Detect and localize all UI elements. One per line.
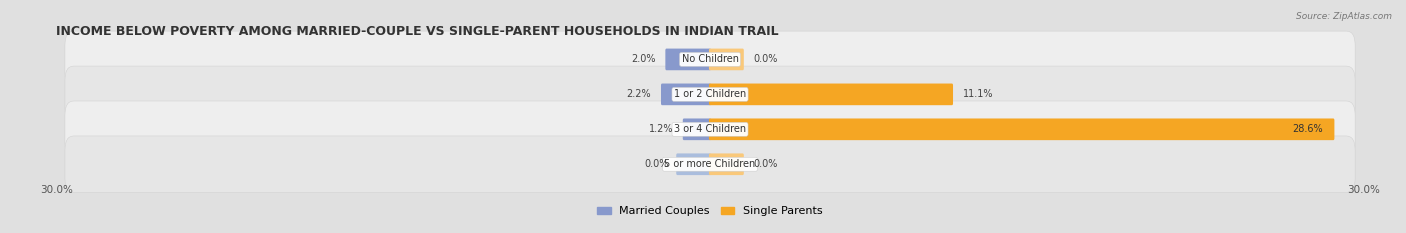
Text: 28.6%: 28.6% [1292, 124, 1323, 134]
FancyBboxPatch shape [665, 48, 711, 70]
Text: 5 or more Children: 5 or more Children [665, 159, 755, 169]
Text: 0.0%: 0.0% [754, 159, 778, 169]
Text: No Children: No Children [682, 55, 738, 64]
Text: 1 or 2 Children: 1 or 2 Children [673, 89, 747, 99]
Text: 0.0%: 0.0% [644, 159, 669, 169]
Text: 11.1%: 11.1% [963, 89, 993, 99]
FancyBboxPatch shape [709, 84, 953, 105]
Text: 2.2%: 2.2% [627, 89, 651, 99]
FancyBboxPatch shape [709, 154, 744, 175]
FancyBboxPatch shape [676, 154, 711, 175]
Text: 1.2%: 1.2% [648, 124, 673, 134]
FancyBboxPatch shape [709, 118, 1334, 140]
FancyBboxPatch shape [683, 118, 711, 140]
FancyBboxPatch shape [65, 136, 1355, 192]
Text: INCOME BELOW POVERTY AMONG MARRIED-COUPLE VS SINGLE-PARENT HOUSEHOLDS IN INDIAN : INCOME BELOW POVERTY AMONG MARRIED-COUPL… [56, 25, 779, 38]
FancyBboxPatch shape [65, 66, 1355, 123]
Text: 0.0%: 0.0% [754, 55, 778, 64]
FancyBboxPatch shape [65, 101, 1355, 158]
FancyBboxPatch shape [709, 48, 744, 70]
Text: 3 or 4 Children: 3 or 4 Children [673, 124, 747, 134]
FancyBboxPatch shape [661, 84, 711, 105]
Text: 2.0%: 2.0% [631, 55, 655, 64]
Legend: Married Couples, Single Parents: Married Couples, Single Parents [593, 202, 827, 221]
FancyBboxPatch shape [65, 31, 1355, 88]
Text: Source: ZipAtlas.com: Source: ZipAtlas.com [1296, 12, 1392, 21]
